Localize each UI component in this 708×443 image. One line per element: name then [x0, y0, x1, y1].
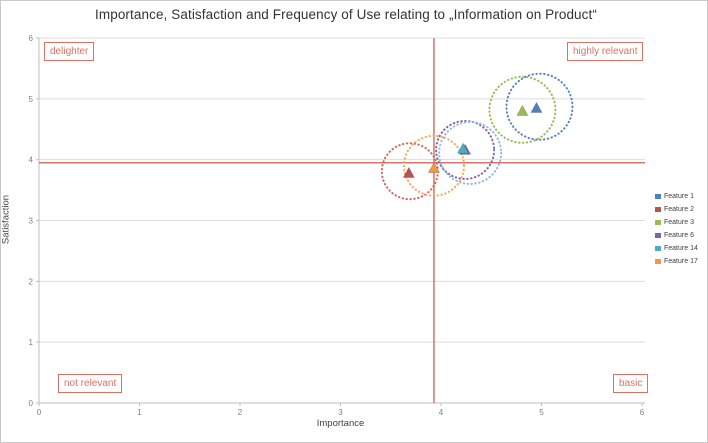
legend-label: Feature 14 [664, 245, 698, 252]
quadrant-label-basic: basic [613, 374, 649, 393]
legend-label: Feature 2 [664, 206, 694, 213]
legend-item: Feature 14 [655, 242, 698, 255]
legend-label: Feature 17 [664, 258, 698, 265]
quadrant-label-highly-relevant: highly relevant [567, 42, 644, 61]
svg-text:3: 3 [338, 408, 343, 417]
y-axis-title: Satisfaction [0, 194, 12, 245]
chart-title: Importance, Satisfaction and Frequency o… [95, 7, 597, 22]
svg-text:0: 0 [29, 399, 34, 408]
triangle-marker-icon [655, 259, 661, 264]
legend-item: Feature 17 [655, 255, 698, 268]
legend: Feature 1 Feature 2 Feature 3 Feature 6 … [655, 190, 698, 268]
x-axis-title: Importance [316, 418, 365, 429]
legend-item: Feature 2 [655, 203, 698, 216]
legend-item: Feature 6 [655, 229, 698, 242]
svg-text:1: 1 [29, 338, 34, 347]
svg-text:2: 2 [29, 277, 34, 286]
legend-item: Feature 3 [655, 216, 698, 229]
legend-label: Feature 6 [664, 232, 694, 239]
svg-text:5: 5 [29, 95, 34, 104]
triangle-marker-icon [655, 220, 661, 225]
svg-text:4: 4 [29, 156, 34, 165]
svg-text:2: 2 [238, 408, 243, 417]
triangle-marker-icon [655, 246, 661, 251]
quadrant-label-not-relevant: not relevant [58, 374, 123, 393]
triangle-marker-icon [655, 194, 661, 199]
svg-text:0: 0 [37, 408, 42, 417]
legend-item: Feature 1 [655, 190, 698, 203]
svg-text:4: 4 [439, 408, 444, 417]
svg-text:6: 6 [640, 408, 645, 417]
svg-text:5: 5 [539, 408, 544, 417]
svg-text:3: 3 [29, 217, 34, 226]
quadrant-label-delighter: delighter [44, 42, 95, 61]
triangle-marker-icon [655, 207, 661, 212]
legend-label: Feature 1 [664, 193, 694, 200]
triangle-marker-icon [655, 233, 661, 238]
legend-label: Feature 3 [664, 219, 694, 226]
svg-text:1: 1 [137, 408, 142, 417]
svg-text:6: 6 [29, 34, 34, 43]
